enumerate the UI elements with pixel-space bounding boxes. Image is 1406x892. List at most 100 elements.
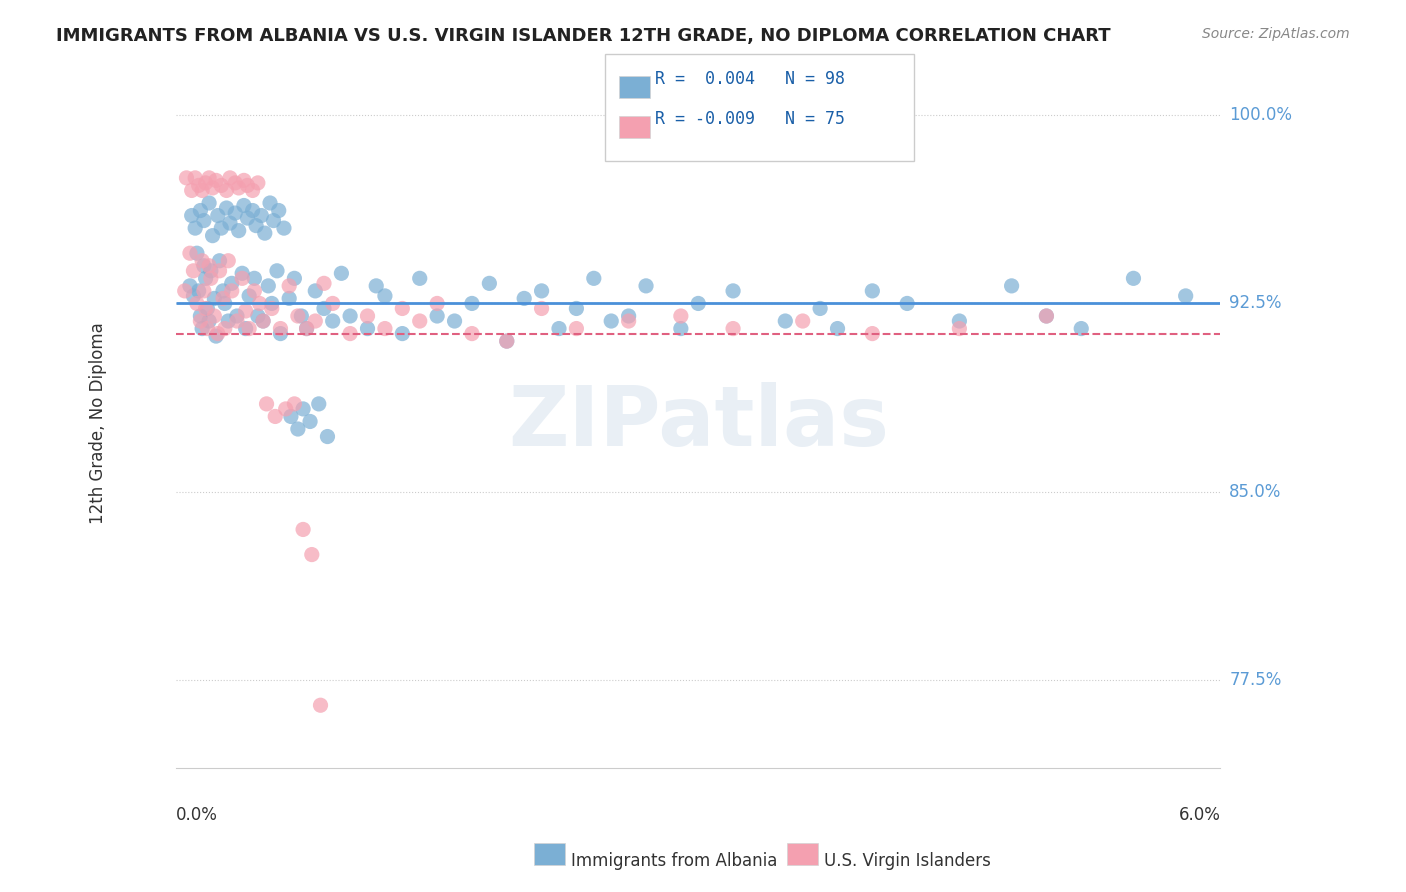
Point — [356, 321, 378, 335]
Point — [243, 271, 266, 285]
Point — [173, 284, 195, 298]
Point — [274, 401, 297, 416]
Point — [235, 321, 257, 335]
Point — [245, 219, 267, 233]
Point — [299, 415, 322, 429]
Text: 12th Grade, No Diploma: 12th Grade, No Diploma — [89, 322, 107, 524]
Point — [184, 221, 207, 235]
Point — [209, 178, 232, 193]
Point — [269, 326, 291, 341]
Point — [295, 321, 318, 335]
Point — [198, 170, 221, 185]
Text: 92.5%: 92.5% — [1229, 294, 1282, 312]
Point — [304, 314, 326, 328]
Point — [252, 314, 274, 328]
Point — [235, 304, 257, 318]
Point — [792, 314, 814, 328]
Point — [191, 184, 214, 198]
Point — [1035, 309, 1057, 323]
Point — [548, 321, 571, 335]
Point — [688, 296, 710, 310]
Point — [205, 329, 228, 343]
Point — [617, 309, 640, 323]
Point — [260, 301, 283, 316]
Point — [201, 228, 224, 243]
Text: 85.0%: 85.0% — [1229, 483, 1282, 500]
Point — [231, 271, 253, 285]
Point — [409, 271, 432, 285]
Point — [896, 296, 918, 310]
Point — [409, 314, 432, 328]
Point — [194, 176, 217, 190]
Point — [226, 314, 249, 328]
Point — [827, 321, 849, 335]
Point — [207, 326, 229, 341]
Point — [187, 284, 209, 298]
Point — [194, 301, 217, 316]
Text: R = -0.009   N = 75: R = -0.009 N = 75 — [655, 111, 845, 128]
Point — [860, 284, 883, 298]
Text: Source: ZipAtlas.com: Source: ZipAtlas.com — [1202, 27, 1350, 41]
Point — [287, 422, 309, 436]
Point — [193, 213, 215, 227]
Point — [207, 209, 229, 223]
Point — [280, 409, 302, 424]
Point — [426, 296, 449, 310]
Point — [232, 173, 254, 187]
Point — [287, 309, 309, 323]
Point — [228, 224, 250, 238]
Point — [236, 178, 259, 193]
Point — [301, 548, 323, 562]
Point — [312, 301, 335, 316]
Point — [246, 176, 269, 190]
Point — [278, 292, 301, 306]
Point — [721, 321, 744, 335]
Point — [209, 221, 232, 235]
Point — [634, 278, 657, 293]
Point — [180, 209, 202, 223]
Point — [309, 698, 332, 713]
Point — [217, 314, 239, 328]
Point — [180, 184, 202, 198]
Point — [283, 271, 305, 285]
Point — [426, 309, 449, 323]
Point — [374, 321, 396, 335]
Point — [391, 326, 413, 341]
Point — [186, 296, 208, 310]
Point — [202, 309, 225, 323]
Point — [266, 264, 288, 278]
Point — [215, 184, 238, 198]
Point — [176, 170, 198, 185]
Point — [200, 264, 222, 278]
Point — [198, 196, 221, 211]
Text: 6.0%: 6.0% — [1178, 805, 1220, 823]
Point — [238, 289, 260, 303]
Point — [260, 296, 283, 310]
Point — [283, 397, 305, 411]
Point — [193, 259, 215, 273]
Point — [186, 246, 208, 260]
Point — [366, 278, 388, 293]
Point — [224, 176, 246, 190]
Point — [264, 409, 287, 424]
Point — [582, 271, 605, 285]
Point — [219, 170, 242, 185]
Point — [190, 203, 212, 218]
Text: IMMIGRANTS FROM ALBANIA VS U.S. VIRGIN ISLANDER 12TH GRADE, NO DIPLOMA CORRELATI: IMMIGRANTS FROM ALBANIA VS U.S. VIRGIN I… — [56, 27, 1111, 45]
Point — [215, 201, 238, 215]
Text: ZIPatlas: ZIPatlas — [508, 383, 889, 463]
Point — [198, 259, 221, 273]
Point — [214, 321, 236, 335]
Point — [194, 271, 217, 285]
Point — [231, 266, 253, 280]
Point — [179, 278, 201, 293]
Point — [513, 292, 536, 306]
Point — [269, 321, 291, 335]
Text: R =  0.004   N = 98: R = 0.004 N = 98 — [655, 70, 845, 88]
Point — [190, 309, 212, 323]
Point — [860, 326, 883, 341]
Point — [257, 278, 280, 293]
Point — [530, 284, 553, 298]
Point — [191, 253, 214, 268]
Point — [948, 314, 970, 328]
